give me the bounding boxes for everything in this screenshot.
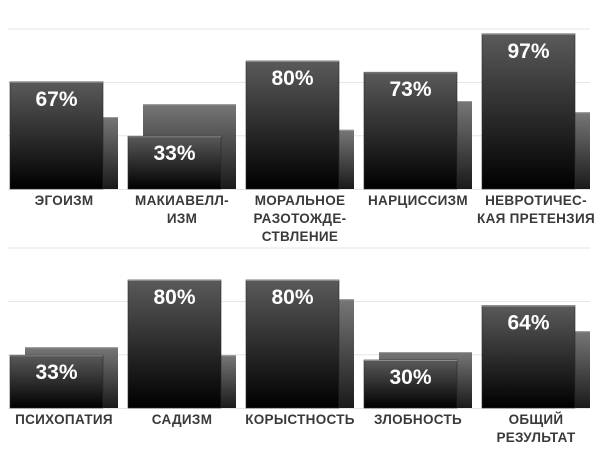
front-bar [481, 305, 576, 409]
value-label: 33% [35, 361, 77, 384]
front-bar [363, 359, 458, 409]
value-label: 80% [153, 286, 195, 309]
category-label: РЕЗУЛЬТАТ [496, 430, 576, 445]
category-label: РАЗОТОЖДЕ- [254, 211, 347, 226]
front-bar [9, 81, 104, 190]
category-label: МАКИАВЕЛЛ- [135, 193, 229, 208]
category-label: ОБЩИЙ [509, 412, 564, 427]
value-label: 97% [507, 40, 549, 63]
front-bar [127, 279, 222, 409]
value-label: 73% [389, 78, 431, 101]
front-bar [127, 135, 222, 190]
category-label: НЕВРОТИЧЕС- [485, 193, 587, 208]
value-label: 80% [271, 286, 313, 309]
category-label: СТВЛЕНИЕ [262, 229, 338, 244]
value-label: 30% [389, 366, 431, 389]
front-bar [481, 33, 576, 190]
category-label: НАРЦИССИЗМ [368, 193, 468, 208]
category-label: ИЗМ [167, 211, 197, 226]
chart-panel-1: 67% ЭГОИЗМ 33% МАКИАВЕЛЛ- ИЗМ 80% МОРАЛЬНОЕ РАЗ… [8, 28, 595, 244]
front-bar [9, 354, 104, 409]
chart-panel-2: 33% ПСИХОПАТИЯ 80% САДИЗМ 80% КОРЫСТНОСТЬ 30% З… [8, 247, 590, 445]
category-label: ПСИХОПАТИЯ [15, 412, 113, 427]
value-label: 33% [153, 142, 195, 165]
value-label: 67% [35, 88, 77, 111]
category-label: ЭГОИЗМ [35, 193, 94, 208]
front-bar [245, 279, 340, 409]
category-label: КОРЫСТНОСТЬ [245, 412, 355, 427]
category-label: МОРАЛЬНОЕ [255, 193, 346, 208]
category-label: КАЯ ПРЕТЕНЗИЯ [477, 211, 595, 226]
front-bar [363, 71, 458, 190]
value-label: 80% [271, 67, 313, 90]
value-label: 64% [507, 312, 549, 335]
category-label: САДИЗМ [152, 412, 213, 427]
category-label: ЗЛОБНОСТЬ [374, 412, 462, 427]
